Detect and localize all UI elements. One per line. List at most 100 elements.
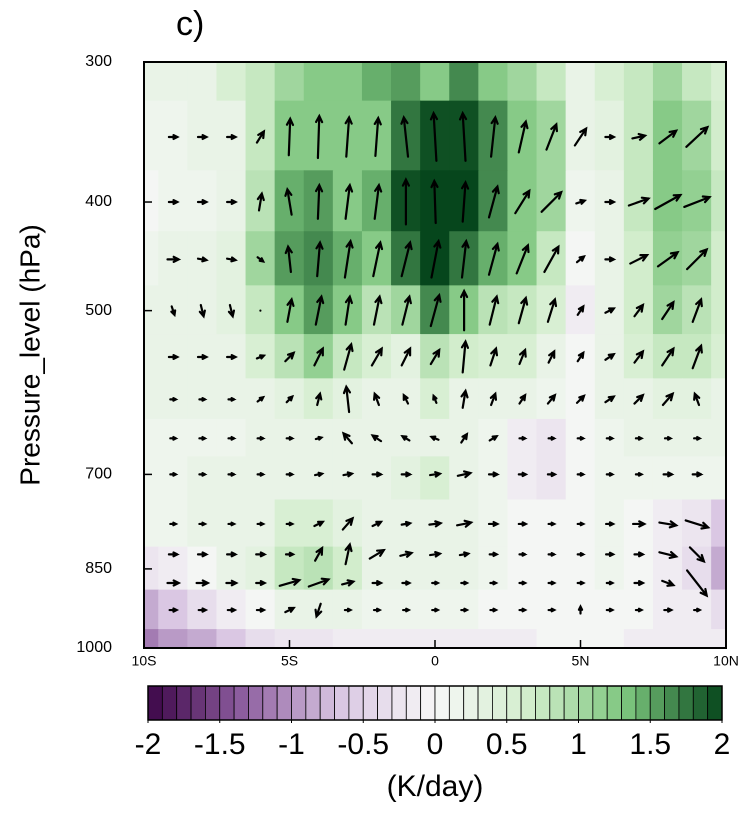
wind-vector — [604, 134, 617, 141]
wind-vector — [605, 580, 615, 586]
wind-vector — [255, 354, 267, 360]
colorbar-box — [190, 685, 206, 721]
heating-cell — [144, 456, 159, 501]
wind-vector — [313, 520, 325, 528]
heating-cell — [623, 62, 654, 102]
wind-vector — [255, 607, 267, 613]
wind-vector — [167, 199, 180, 206]
wind-vector — [314, 545, 324, 562]
wind-vector — [371, 520, 384, 528]
wind-vector — [344, 542, 353, 566]
wind-vector — [314, 435, 324, 441]
colorbar-box — [448, 685, 465, 721]
wind-vector — [196, 134, 209, 141]
wind-vector — [686, 569, 709, 598]
wind-vector — [633, 580, 646, 586]
wind-vector — [489, 391, 498, 407]
wind-vector — [256, 472, 266, 477]
colorbar-box — [276, 685, 292, 721]
heating-cell — [478, 62, 509, 102]
heating-cell — [711, 170, 726, 232]
wind-vector — [488, 294, 500, 326]
heating-cell — [565, 629, 596, 648]
heating-cell — [420, 62, 450, 102]
wind-vector — [576, 552, 586, 557]
heating-cell — [187, 629, 218, 648]
colorbar-box — [692, 685, 709, 721]
colorbar-box — [477, 685, 493, 721]
wind-vector — [691, 471, 704, 478]
wind-vector — [341, 431, 353, 445]
wind-vector — [169, 472, 179, 477]
wind-vector — [401, 580, 412, 586]
heating-cell — [449, 62, 479, 102]
heating-cell — [303, 629, 334, 648]
colorbar-box — [319, 685, 335, 721]
wind-vector — [429, 471, 443, 478]
wind-vector — [543, 244, 560, 274]
wind-vector — [256, 395, 266, 403]
colorbar-tick-label: 1.5 — [629, 728, 671, 761]
heating-cell — [158, 456, 188, 501]
wind-vector — [400, 434, 411, 442]
heating-cell — [711, 418, 726, 457]
wind-vector — [605, 435, 615, 441]
wind-vector — [315, 240, 324, 278]
x-tick-label: 10N — [713, 653, 739, 669]
colorbar-tick-label: 0.5 — [486, 728, 528, 761]
wind-vector — [284, 186, 293, 216]
wind-vector — [402, 392, 410, 405]
heating-cell — [682, 629, 712, 648]
wind-vector — [372, 294, 383, 326]
wind-vector — [285, 116, 295, 157]
wind-vector — [489, 607, 499, 613]
wind-vector — [517, 295, 529, 325]
wind-vector — [368, 548, 386, 560]
wind-vector — [487, 184, 500, 219]
wind-vector — [576, 472, 586, 477]
wind-vector — [576, 350, 585, 363]
wind-vector — [307, 577, 331, 588]
wind-vector — [256, 521, 266, 527]
wind-vector — [663, 435, 674, 441]
wind-vector — [546, 471, 558, 478]
wind-vector — [428, 520, 444, 528]
wind-vector — [256, 435, 266, 441]
wind-vector — [285, 472, 295, 477]
x-tick-label: 0 — [431, 653, 439, 669]
colorbar-box — [219, 685, 235, 721]
wind-vector — [198, 435, 208, 441]
heating-cell — [711, 456, 726, 501]
heating-cell — [623, 456, 654, 501]
wind-vector — [226, 354, 238, 361]
heating-cell — [144, 334, 159, 379]
wind-vector — [487, 241, 500, 276]
heating-cell — [144, 629, 159, 648]
heating-cell — [711, 231, 726, 286]
wind-vector — [604, 352, 616, 361]
x-tick-label: 5S — [281, 653, 298, 669]
y-tick-label: 700 — [85, 466, 112, 483]
heating-cell — [187, 62, 218, 102]
wind-vector — [575, 198, 588, 205]
wind-vector — [399, 550, 414, 558]
heating-cell — [478, 629, 509, 648]
wind-vector — [604, 307, 616, 314]
heating-cell — [536, 629, 567, 648]
wind-vector — [576, 304, 585, 316]
wind-vector — [634, 472, 644, 477]
wind-vector — [487, 471, 500, 478]
wind-vector — [432, 393, 438, 404]
colorbar-box — [606, 685, 622, 721]
wind-vector — [488, 551, 500, 558]
heating-cell — [711, 546, 726, 591]
colorbar-box — [621, 685, 637, 721]
wind-vector — [547, 349, 556, 364]
heating-cell — [682, 456, 712, 501]
colorbar-box — [563, 685, 579, 721]
panel-title: c) — [176, 5, 204, 43]
heating-cell — [711, 499, 726, 548]
wind-vector — [489, 346, 499, 367]
colorbar-tick-label: -1.5 — [194, 728, 246, 761]
wind-vector — [576, 435, 586, 441]
